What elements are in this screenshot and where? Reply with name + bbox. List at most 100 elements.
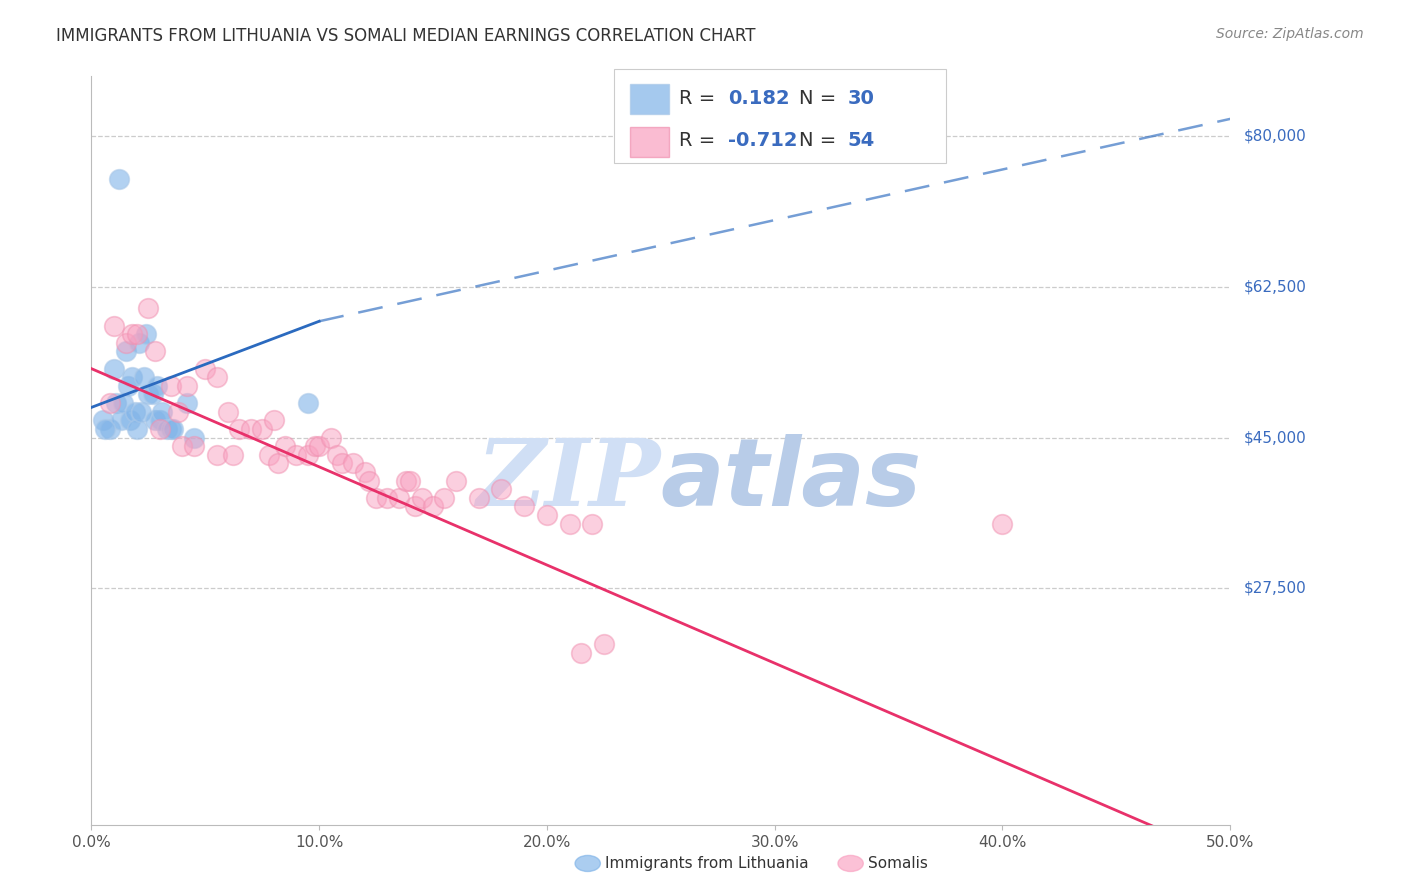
Point <box>422 500 444 514</box>
Point <box>536 508 558 522</box>
Point <box>308 439 330 453</box>
Point <box>221 448 243 462</box>
Point <box>172 439 194 453</box>
Point <box>160 379 183 393</box>
Point <box>142 387 165 401</box>
Point <box>297 396 319 410</box>
Point <box>149 422 172 436</box>
Text: ZIP: ZIP <box>477 435 661 525</box>
Text: $80,000: $80,000 <box>1244 128 1308 144</box>
Point <box>132 370 155 384</box>
Point <box>155 422 177 436</box>
Text: R =: R = <box>679 88 721 108</box>
Point <box>183 439 205 453</box>
Point <box>491 482 513 496</box>
Point <box>991 516 1014 531</box>
Text: 0.182: 0.182 <box>728 88 790 108</box>
Point <box>267 456 290 470</box>
Point <box>124 405 146 419</box>
Point <box>444 474 467 488</box>
Point <box>131 405 153 419</box>
Point <box>150 405 173 419</box>
Text: IMMIGRANTS FROM LITHUANIA VS SOMALI MEDIAN EARNINGS CORRELATION CHART: IMMIGRANTS FROM LITHUANIA VS SOMALI MEDI… <box>56 27 756 45</box>
Point <box>581 516 603 531</box>
Point <box>183 431 205 445</box>
Point <box>388 491 411 505</box>
Point <box>135 327 157 342</box>
Point <box>205 370 228 384</box>
Point <box>364 491 387 505</box>
Point <box>433 491 456 505</box>
Text: N =: N = <box>799 88 842 108</box>
Point <box>138 301 160 316</box>
Point <box>105 396 128 410</box>
Point <box>160 422 183 436</box>
Point <box>304 439 326 453</box>
Point <box>149 413 172 427</box>
Point <box>98 396 121 410</box>
Point <box>342 456 364 470</box>
Point <box>250 422 273 436</box>
Point <box>162 422 184 436</box>
Point <box>285 448 308 462</box>
Point <box>274 439 297 453</box>
Point <box>103 361 125 376</box>
Point <box>569 646 592 660</box>
Text: $45,000: $45,000 <box>1244 430 1308 445</box>
Text: 30: 30 <box>848 88 875 108</box>
Point <box>114 344 136 359</box>
Text: R =: R = <box>679 131 721 151</box>
Point <box>205 448 228 462</box>
Point <box>112 396 135 410</box>
Point <box>257 448 280 462</box>
Point <box>120 413 142 427</box>
Point <box>98 422 121 436</box>
Point <box>94 422 117 436</box>
Point <box>593 637 616 651</box>
Text: N =: N = <box>799 131 842 151</box>
Point <box>330 456 353 470</box>
Point <box>176 379 198 393</box>
Point <box>319 431 342 445</box>
Point <box>395 474 418 488</box>
Point <box>326 448 349 462</box>
Point <box>411 491 433 505</box>
Point <box>143 344 166 359</box>
Point <box>143 413 166 427</box>
Point <box>125 327 148 342</box>
Point <box>110 413 132 427</box>
Point <box>121 327 143 342</box>
Point <box>353 465 375 479</box>
Point <box>91 413 114 427</box>
Text: atlas: atlas <box>661 434 922 526</box>
Point <box>128 335 150 350</box>
Text: $62,500: $62,500 <box>1244 279 1308 294</box>
Point <box>404 500 426 514</box>
Point <box>103 318 125 333</box>
Point <box>263 413 285 427</box>
Point <box>359 474 381 488</box>
Text: $27,500: $27,500 <box>1244 581 1308 596</box>
Point <box>146 379 169 393</box>
Point <box>467 491 489 505</box>
Point <box>107 172 129 186</box>
Point <box>399 474 422 488</box>
Text: Somalis: Somalis <box>868 856 928 871</box>
Point <box>297 448 319 462</box>
Point <box>513 500 536 514</box>
Point <box>125 422 148 436</box>
Point <box>167 405 190 419</box>
Point <box>228 422 250 436</box>
Text: 54: 54 <box>848 131 875 151</box>
Point <box>558 516 581 531</box>
Text: -0.712: -0.712 <box>728 131 797 151</box>
Point <box>117 379 139 393</box>
Point <box>114 335 136 350</box>
Point <box>239 422 262 436</box>
Point <box>217 405 239 419</box>
Point <box>377 491 399 505</box>
Text: Source: ZipAtlas.com: Source: ZipAtlas.com <box>1216 27 1364 41</box>
Text: Immigrants from Lithuania: Immigrants from Lithuania <box>605 856 808 871</box>
Point <box>194 361 217 376</box>
Point <box>138 387 160 401</box>
